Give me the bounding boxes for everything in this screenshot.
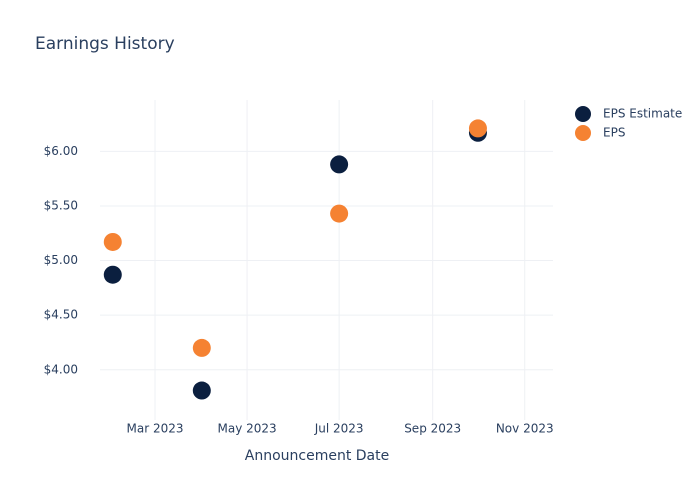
legend-marker [575,125,591,141]
chart-title: Earnings History [35,34,175,54]
y-tick-label: $5.50 [44,198,78,212]
legend-label: EPS Estimate [603,107,682,121]
marks [103,119,487,400]
x-tick-label: Nov 2023 [496,422,554,436]
y-tick-label: $4.50 [44,308,78,322]
data-point [330,155,349,174]
data-point [103,232,122,251]
y-tick-label: $4.00 [44,362,78,376]
legend-label: EPS [603,126,625,140]
grid [100,100,553,420]
x-tick-label: Mar 2023 [127,422,184,436]
legend-marker [575,106,591,122]
x-tick-label: Sep 2023 [404,422,461,436]
x-tick-label: May 2023 [217,422,276,436]
x-axis-label: Announcement Date [245,448,389,464]
data-point [192,338,211,357]
data-point [103,265,122,284]
data-point [468,119,487,138]
y-tick-label: $6.00 [44,144,78,158]
y-tick-label: $5.00 [44,253,78,267]
data-point [192,381,211,400]
x-tick-label: Jul 2023 [314,422,364,436]
data-point [330,204,349,223]
